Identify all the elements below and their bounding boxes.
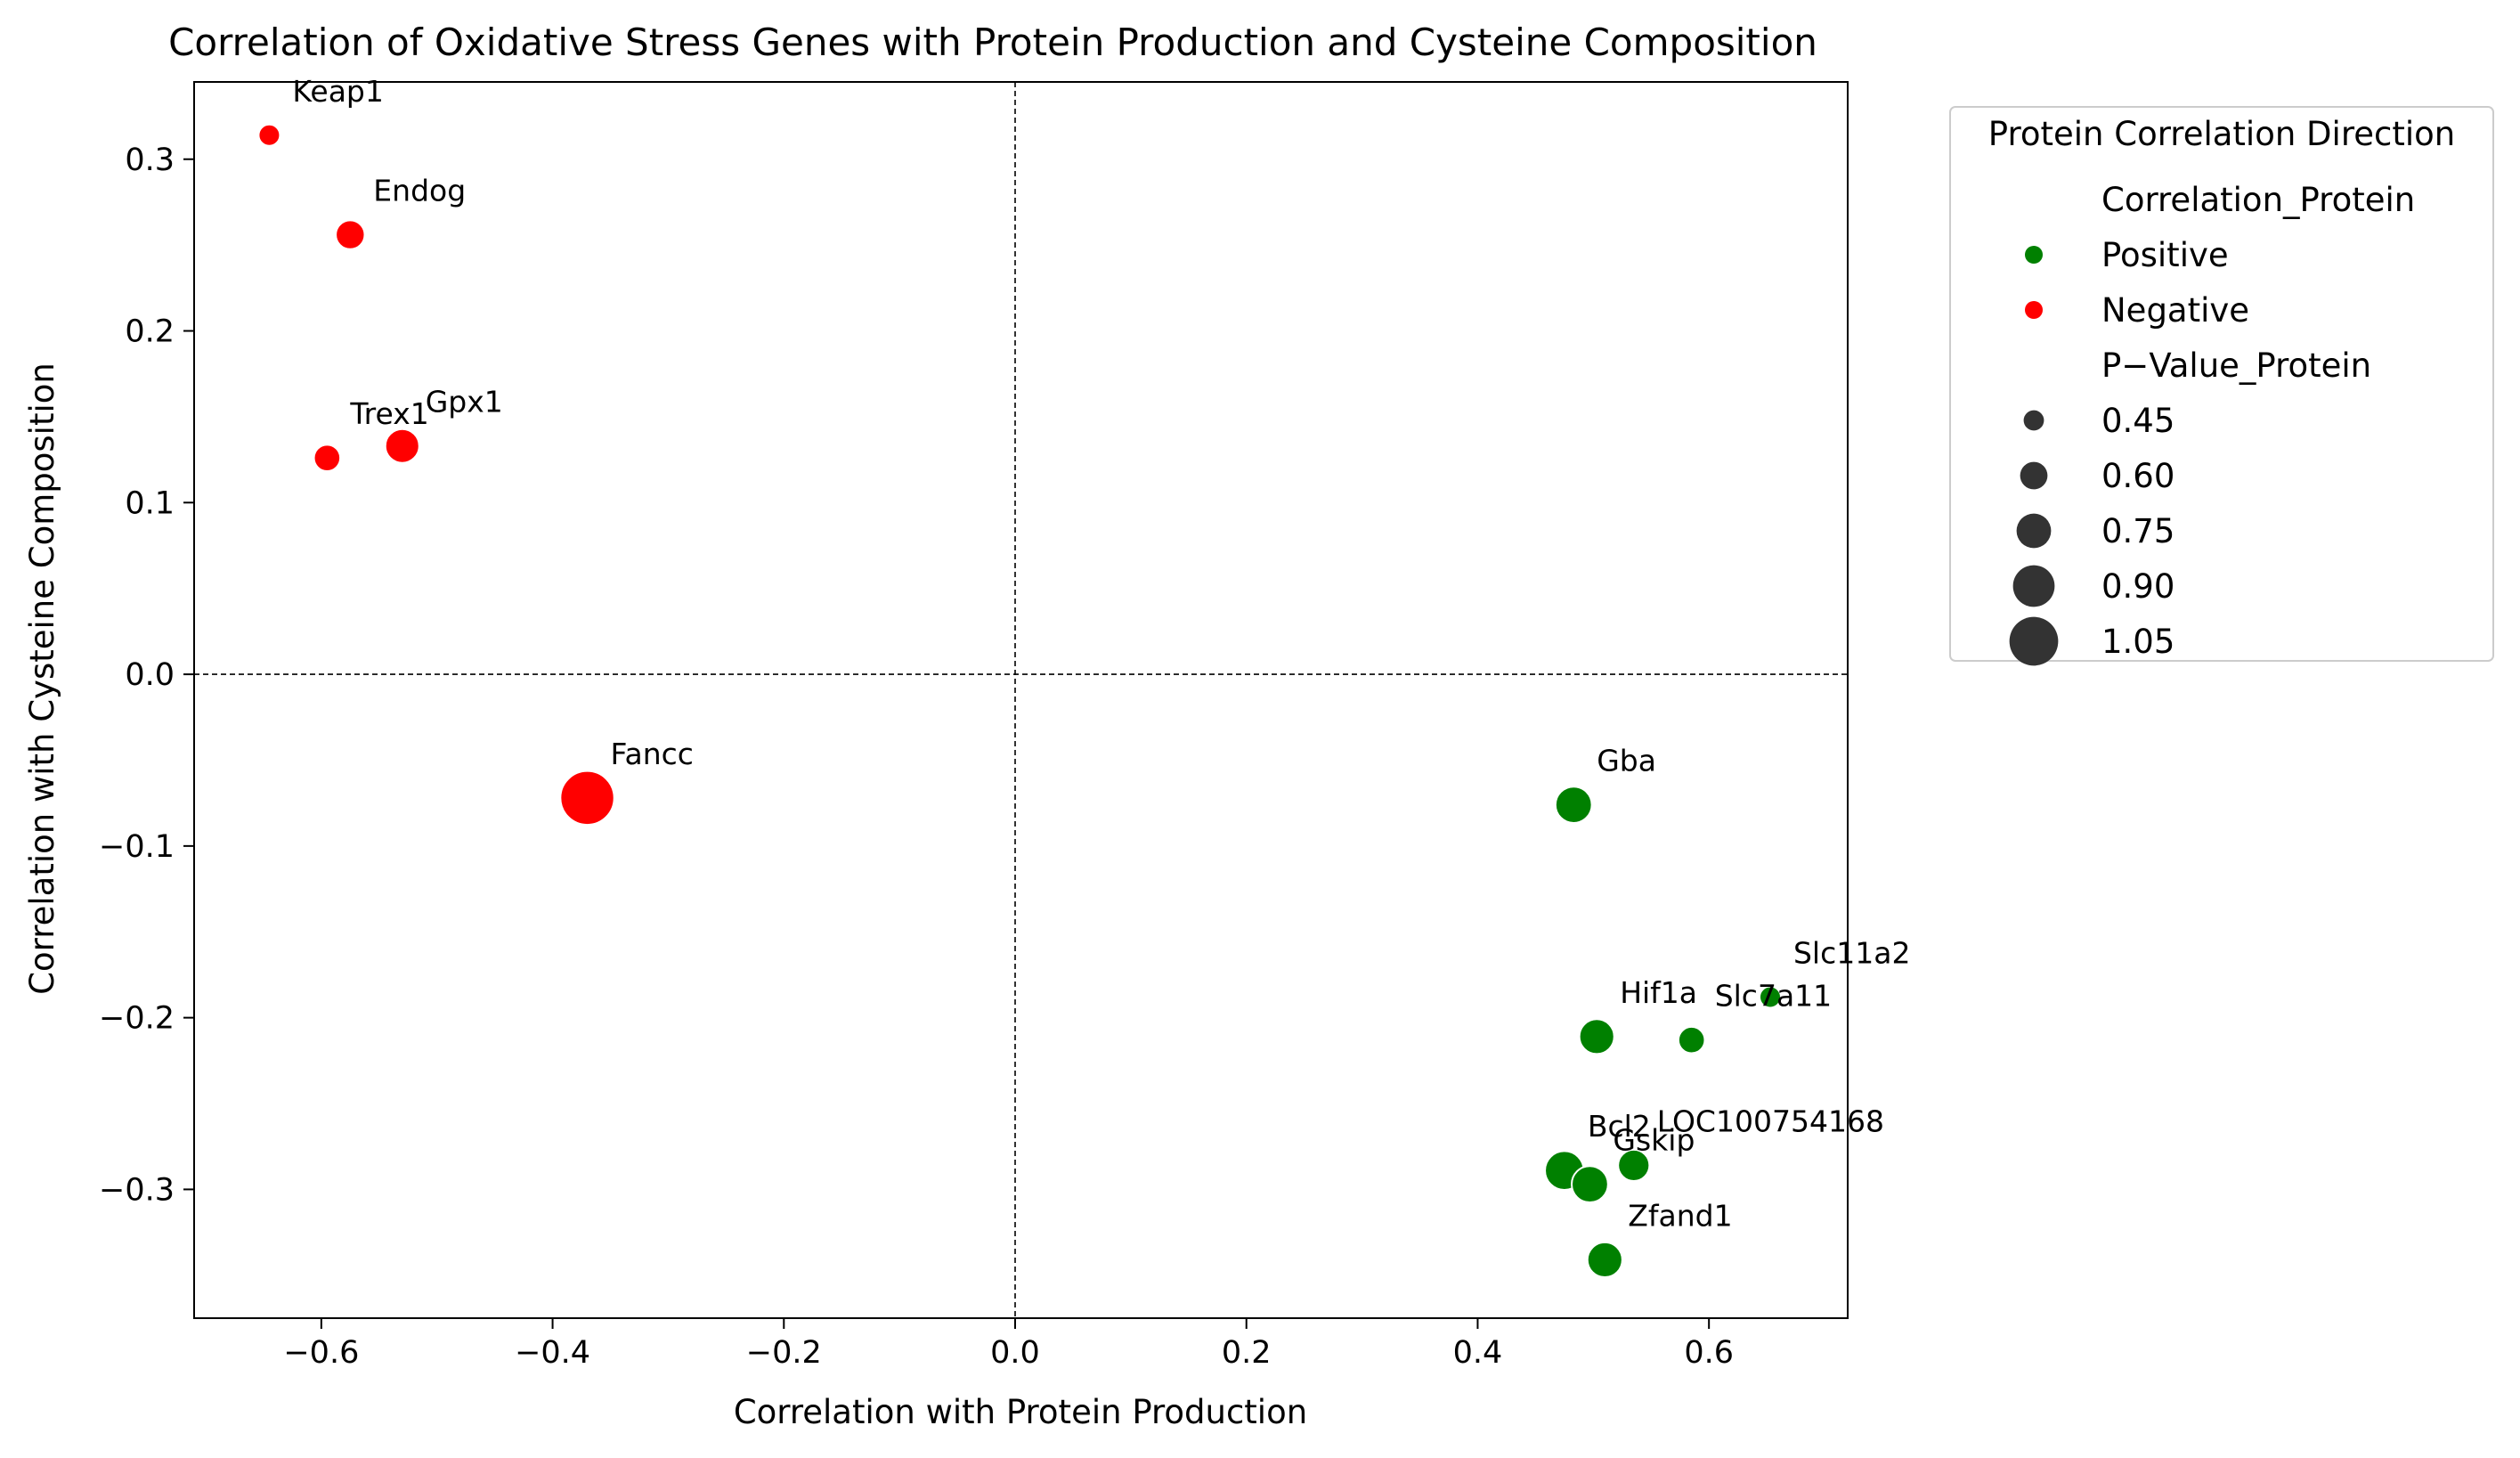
y-tick-label: −0.2 xyxy=(99,1001,175,1037)
data-point-slc7a11 xyxy=(1677,1025,1706,1055)
data-point-hif1a xyxy=(1578,1018,1615,1055)
data-point-gskip xyxy=(1571,1165,1609,1204)
point-label-fancc: Fancc xyxy=(611,737,694,771)
legend-title: Protein Correlation Direction xyxy=(1988,115,2455,153)
point-label-trex1: Trex1 xyxy=(349,396,428,431)
data-point-gpx1 xyxy=(384,428,420,464)
point-label-endog: Endog xyxy=(373,174,466,208)
legend-size-label: 0.45 xyxy=(2101,402,2175,440)
chart-title: Correlation of Oxidative Stress Genes wi… xyxy=(168,20,1817,64)
point-label-loc100754168: LOC100754168 xyxy=(1657,1104,1884,1138)
x-tick-label: 0.4 xyxy=(1453,1335,1503,1371)
data-point-slc11a2 xyxy=(1758,985,1782,1009)
legend-size-marker xyxy=(2023,410,2044,431)
data-point-gba xyxy=(1554,786,1593,824)
y-tick-label: −0.3 xyxy=(99,1172,175,1208)
legend-size-title: P−Value_Protein xyxy=(2101,346,2371,385)
legend: Protein Correlation Direction Correlation… xyxy=(1949,106,2494,666)
data-point-loc100754168 xyxy=(1617,1148,1651,1183)
legend-size-label: 0.75 xyxy=(2101,512,2175,550)
x-tick-label: 0.6 xyxy=(1684,1335,1734,1371)
legend-label-positive: Positive xyxy=(2101,236,2229,274)
point-label-gpx1: Gpx1 xyxy=(426,385,503,419)
legend-box xyxy=(1949,106,2494,662)
legend-size-label: 1.05 xyxy=(2101,623,2175,661)
legend-hue-title: Correlation_Protein xyxy=(2101,181,2415,219)
legend-marker-negative xyxy=(2025,301,2043,319)
y-tick-label: 0.2 xyxy=(125,314,175,350)
data-point-fancc xyxy=(559,770,615,827)
legend-size-label: 0.90 xyxy=(2101,567,2175,606)
x-tick-label: 0.0 xyxy=(990,1335,1040,1371)
x-tick-label: −0.6 xyxy=(283,1335,359,1371)
legend-marker-positive xyxy=(2025,246,2043,264)
legend-size-marker xyxy=(2012,565,2055,607)
point-label-slc11a2: Slc11a2 xyxy=(1793,936,1910,971)
point-label-gba: Gba xyxy=(1597,744,1656,778)
legend-label-negative: Negative xyxy=(2101,291,2249,330)
data-point-endog xyxy=(335,219,366,250)
data-point-keap1 xyxy=(257,123,281,147)
y-tick-label: 0.0 xyxy=(125,657,175,693)
plot-frame xyxy=(193,81,1849,1319)
point-label-slc7a11: Slc7a11 xyxy=(1715,979,1832,1014)
y-tick-label: 0.1 xyxy=(125,485,175,521)
data-point-zfand1 xyxy=(1586,1241,1623,1279)
x-tick-label: −0.4 xyxy=(515,1335,590,1371)
y-axis-label: Correlation with Cysteine Composition xyxy=(23,362,61,995)
point-label-bcl2: Bcl2 xyxy=(1588,1109,1651,1144)
point-label-gskip: Gskip xyxy=(1613,1123,1695,1158)
x-tick-label: −0.2 xyxy=(746,1335,822,1371)
y-tick-label: −0.1 xyxy=(99,829,175,865)
legend-size-marker xyxy=(2016,513,2052,549)
data-point-trex1 xyxy=(313,444,342,472)
x-axis-label: Correlation with Protein Production xyxy=(734,1393,1307,1431)
y-tick-label: 0.3 xyxy=(125,143,175,178)
point-label-keap1: Keap1 xyxy=(292,74,383,109)
legend-size-label: 0.60 xyxy=(2101,457,2175,495)
point-label-zfand1: Zfand1 xyxy=(1628,1198,1732,1233)
point-label-hif1a: Hif1a xyxy=(1620,975,1697,1010)
legend-size-marker xyxy=(2020,461,2048,490)
legend-size-marker xyxy=(2009,616,2059,666)
x-tick-label: 0.2 xyxy=(1222,1335,1272,1371)
